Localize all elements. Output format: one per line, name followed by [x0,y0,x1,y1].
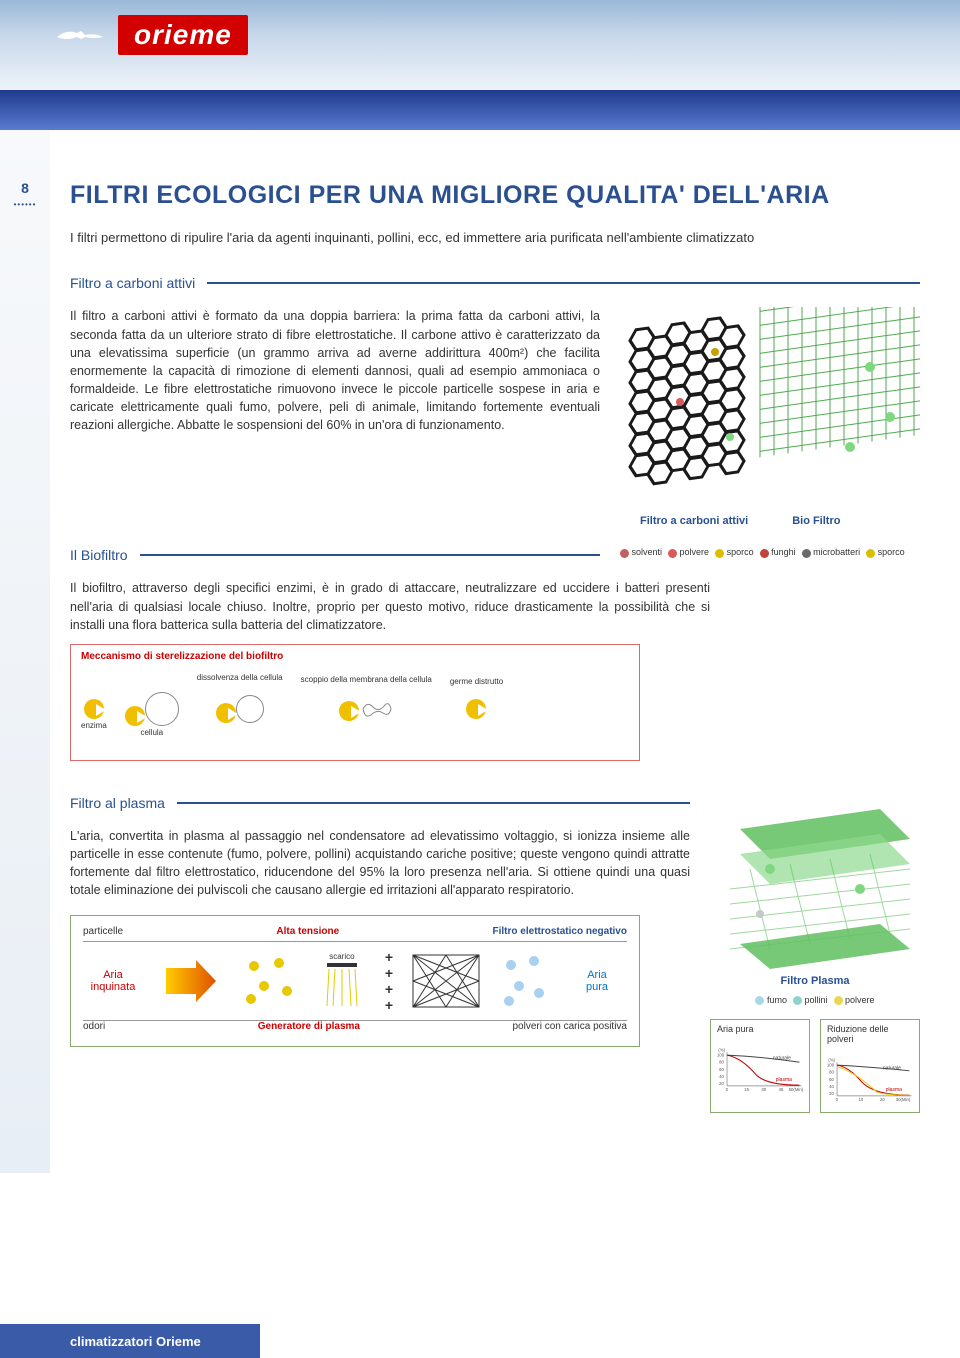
hex-grid-svg [620,307,920,507]
legend-item: sporco [866,547,905,557]
svg-text:(%): (%) [718,1047,725,1052]
diag-filtro: Filtro elettrostatico negativo [493,926,627,937]
svg-text:10: 10 [859,1097,864,1102]
plasma-caption: Filtro Plasma [710,975,920,987]
section-hr [140,554,600,556]
aria-in: Aria inquinata [83,969,143,993]
diag-alta: Alta tensione [276,926,339,937]
svg-text:40: 40 [829,1084,834,1089]
svg-text:30: 30 [761,1087,766,1092]
svg-text:80: 80 [719,1060,724,1065]
caption-bio: Bio Filtro [792,515,840,527]
plasma-gen-icon [317,961,367,1011]
mechanism-title: Meccanismo di sterelizzazione del biofil… [81,651,629,662]
diag-polveri: polveri con carica positiva [512,1021,627,1032]
legend-item: polvere [668,547,709,557]
svg-text:0: 0 [836,1097,839,1102]
footer-text: climatizzatori Orieme [70,1334,201,1349]
page-dots: •••••• [14,200,37,209]
legend-item: sporco [715,547,754,557]
diag-generatore: Generatore di plasma [258,1021,360,1032]
chart-aria-pura: Aria pura (%)10080604020 naturale plasma… [710,1019,810,1113]
plasma-filter-svg [710,789,920,969]
legend-item: fumo [755,995,787,1005]
svg-text:60(Min): 60(Min) [789,1087,803,1092]
caption-carbon: Filtro a carboni attivi [640,515,748,527]
page-number: 8 [21,180,29,196]
plasma-diagram: particelle Alta tensione Filtro elettros… [70,915,640,1047]
mech-stage: germe distrutto [450,677,503,743]
electro-filter-icon [411,951,481,1011]
intro-text: I filtri permettono di ripulire l'aria d… [70,229,850,247]
brand-logo: orieme [118,15,248,55]
carbon-filter-image: Filtro a carboni attivi Bio Filtro [620,307,920,527]
section-2-body: Il biofiltro, attraverso degli specifici… [70,579,710,633]
footer-tab: climatizzatori Orieme [0,1324,260,1358]
section-1-body: Il filtro a carboni attivi è formato da … [70,307,600,527]
mech-stage: scoppio della membrana della cellula [301,675,432,745]
svg-text:80: 80 [829,1070,834,1075]
chart-riduzione: Riduzione delle polveri (%)10080604020 n… [820,1019,920,1113]
section-2-head: Il Biofiltro [70,547,600,563]
svg-text:40: 40 [719,1074,724,1079]
svg-text:30(Min): 30(Min) [896,1097,911,1102]
section-1-row: Il filtro a carboni attivi è formato da … [70,307,920,527]
section-1-head: Filtro a carboni attivi [70,275,920,291]
mech-stage: enzima [81,677,107,743]
section-hr [207,282,920,284]
page-body: 8 •••••• FILTRI ECOLOGICI PER UNA MIGLIO… [0,130,960,1173]
svg-text:naturale: naturale [773,1055,791,1061]
svg-text:100: 100 [827,1062,835,1067]
diag-particelle: particelle [83,926,123,937]
legend-item: solventi [620,547,662,557]
section-3-body: L'aria, convertita in plasma al passaggi… [70,827,690,900]
section-2-title: Il Biofiltro [70,547,128,563]
logo-bar: orieme [50,15,960,55]
diag-scarico: scarico [317,952,367,961]
svg-text:20: 20 [719,1081,724,1086]
section-3-head: Filtro al plasma [70,795,690,811]
header-sky: orieme [0,0,960,90]
bird-icon [50,15,110,55]
mechanism-box: Meccanismo di sterelizzazione del biofil… [70,644,640,761]
svg-text:naturale: naturale [883,1065,901,1071]
particles-yellow [239,951,299,1011]
svg-text:45: 45 [779,1087,784,1092]
section-1-title: Filtro a carboni attivi [70,275,195,291]
legend-item: funghi [760,547,796,557]
mini-charts: Aria pura (%)10080604020 naturale plasma… [710,1019,920,1113]
legend-plasma: fumo pollini polvere [710,995,920,1005]
legend-item: pollini [793,995,828,1005]
svg-text:plasma: plasma [886,1087,902,1093]
mech-stage: cellula [125,670,179,750]
svg-text:0: 0 [726,1087,729,1092]
diag-odori: odori [83,1021,105,1032]
main-content: FILTRI ECOLOGICI PER UNA MIGLIORE QUALIT… [50,130,960,1173]
legend-item: microbatteri [802,547,861,557]
mechanism-stages: enzima cellula dissolvenza della cellula sc… [81,670,629,750]
sky-band [0,90,960,130]
svg-text:60: 60 [829,1077,834,1082]
svg-text:plasma: plasma [776,1077,792,1083]
section-3-title: Filtro al plasma [70,795,165,811]
left-margin: 8 •••••• [0,130,50,1173]
svg-text:20: 20 [829,1091,834,1096]
mech-stage: dissolvenza della cellula [197,673,283,747]
page-title: FILTRI ECOLOGICI PER UNA MIGLIORE QUALIT… [70,180,920,211]
legend-item: polvere [834,995,875,1005]
svg-text:15: 15 [744,1087,749,1092]
filter-captions: Filtro a carboni attivi Bio Filtro [620,515,920,527]
particles-blue [499,951,549,1011]
svg-text:60: 60 [719,1067,724,1072]
section-hr [177,802,690,804]
svg-text:20: 20 [880,1097,885,1102]
aria-out: Aria pura [567,969,627,993]
svg-text:(%): (%) [828,1057,835,1062]
legend-particles: solventi polvere sporco funghi microbatt… [620,547,920,557]
plasma-side: Filtro Plasma fumo pollini polvere Aria … [710,789,920,1113]
arrow-icon [161,956,221,1006]
section-3-row: Filtro al plasma L'aria, convertita in p… [70,789,920,1113]
svg-text:100: 100 [717,1052,725,1057]
